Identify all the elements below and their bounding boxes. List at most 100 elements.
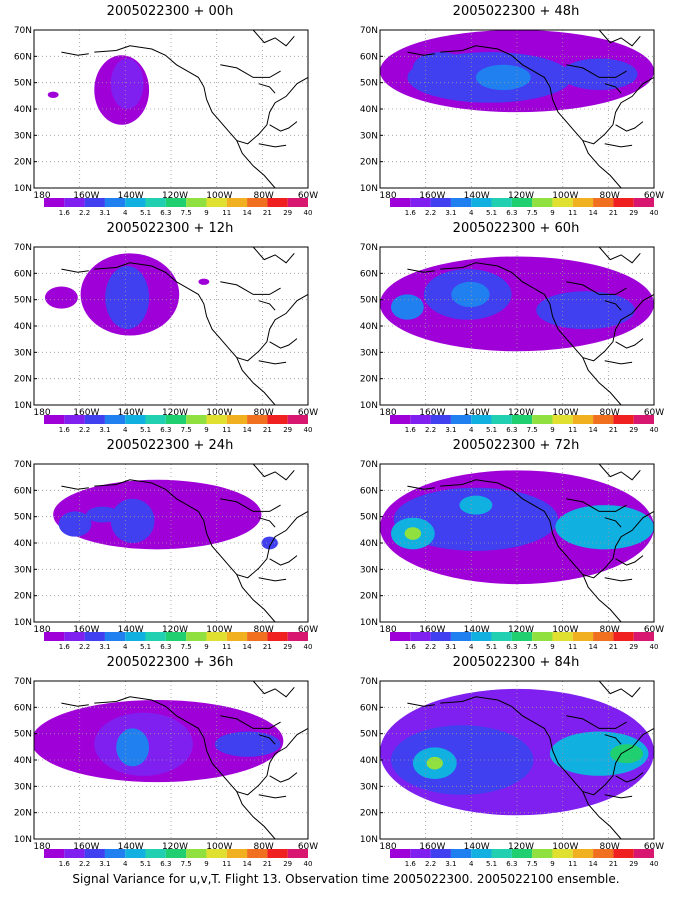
colorbar-level: 1.6 [405,643,417,650]
colorbar-level: 1.6 [59,860,71,867]
lat-label: 50N [14,79,32,89]
colorbar-swatch [410,415,431,424]
lat-label: 60N [14,269,32,279]
colorbar-level: 7.5 [527,426,538,433]
colorbar-level: 29 [283,426,292,433]
colorbar-level: 40 [650,426,659,433]
colorbar-level: 1.6 [59,426,71,433]
colorbar-swatch [471,849,492,858]
colorbar-swatch [226,198,248,207]
panel-title: 2005022300 + 12h [106,221,234,236]
lat-label: 10N [360,401,378,411]
colorbar-level: 2.2 [425,426,436,433]
lon-label: 100W [206,842,232,852]
lat-label: 20N [14,809,32,819]
colorbar-level: 21 [609,860,618,867]
lon-label: 180 [33,408,50,418]
lon-label: 120W [162,191,188,201]
colorbar-swatch [287,632,308,641]
variance-field [34,247,308,405]
panel-title: 2005022300 + 36h [106,655,234,670]
colorbar-level: 7.5 [527,209,538,216]
colorbar-level: 21 [263,426,272,433]
colorbar-swatch [532,415,553,424]
lat-label: 70N [14,460,32,470]
lon-label: 160W [73,191,99,201]
lon-label: 140W [118,625,144,635]
lon-label: 100W [552,191,578,201]
colorbar-level: 40 [304,426,313,433]
colorbar-level: 40 [650,860,659,867]
lat-label: 70N [360,460,378,470]
lon-label: 60W [298,191,318,201]
variance-field [34,30,308,188]
lon-label: 180 [33,842,50,852]
lon-label: 180 [379,408,396,418]
colorbar-swatch [633,415,654,424]
colorbar-swatch [145,849,166,858]
lon-label: 160W [419,842,445,852]
colorbar-swatch [532,198,553,207]
colorbar-swatch [532,849,553,858]
colorbar-level: 5.1 [140,643,151,650]
colorbar-level: 40 [650,643,659,650]
colorbar-level: 1.6 [405,426,417,433]
colorbar-swatch [430,415,451,424]
colorbar-level: 40 [304,860,313,867]
lon-label: 140W [118,191,144,201]
colorbar-level: 2.2 [425,643,436,650]
colorbar-level: 1.6 [59,209,71,216]
colorbar-swatch [613,415,634,424]
colorbar-level: 6.3 [160,860,171,867]
colorbar-level: 7.5 [181,426,192,433]
lat-label: 40N [14,539,32,549]
map-panel-1: 2005022300 + 00h 70N 60N 50N 40N 30N 20N 10N 180… [0,4,340,216]
lon-label: 120W [508,408,534,418]
lon-label: 80W [253,408,273,418]
lon-label: 80W [599,408,619,418]
lat-label: 50N [360,79,378,89]
colorbar-swatch [104,198,126,207]
colorbar-swatch [64,198,85,207]
variance-field [380,30,654,188]
colorbar-swatch [267,849,288,858]
colorbar-swatch [613,198,634,207]
lon-label: 180 [379,842,396,852]
variance-field [380,464,654,622]
colorbar-swatch [287,198,308,207]
lon-label: 140W [464,625,490,635]
colorbar-level: 9 [204,860,208,867]
colorbar-swatch [125,632,146,641]
colorbar-swatch [226,849,248,858]
colorbar-level: 9 [550,209,554,216]
colorbar-swatch [186,849,207,858]
panel-title: 2005022300 + 24h [106,438,234,453]
colorbar-level: 14 [243,209,252,216]
variance-field [34,464,308,622]
lat-label: 70N [360,677,378,687]
lon-label: 180 [379,191,396,201]
colorbar-swatch [552,198,573,207]
colorbar-swatch [165,632,187,641]
colorbar-level: 2.2 [79,209,90,216]
lat-label: 30N [360,131,378,141]
colorbar-level: 3.1 [99,209,110,216]
colorbar-level: 7.5 [181,643,192,650]
colorbar-swatch [104,415,126,424]
colorbar-level: 11 [568,860,577,867]
colorbar-level: 6.3 [506,209,517,216]
colorbar-swatch [247,632,268,641]
lon-label: 60W [644,408,664,418]
colorbar-level: 21 [609,643,618,650]
panel-title: 2005022300 + 84h [452,655,580,670]
colorbar-swatch [552,415,573,424]
colorbar-level: 29 [283,209,292,216]
colorbar-swatch [145,632,166,641]
lat-label: 20N [14,375,32,385]
colorbar-swatch [206,632,227,641]
lat-label: 10N [14,835,32,845]
colorbar-swatch [206,415,227,424]
